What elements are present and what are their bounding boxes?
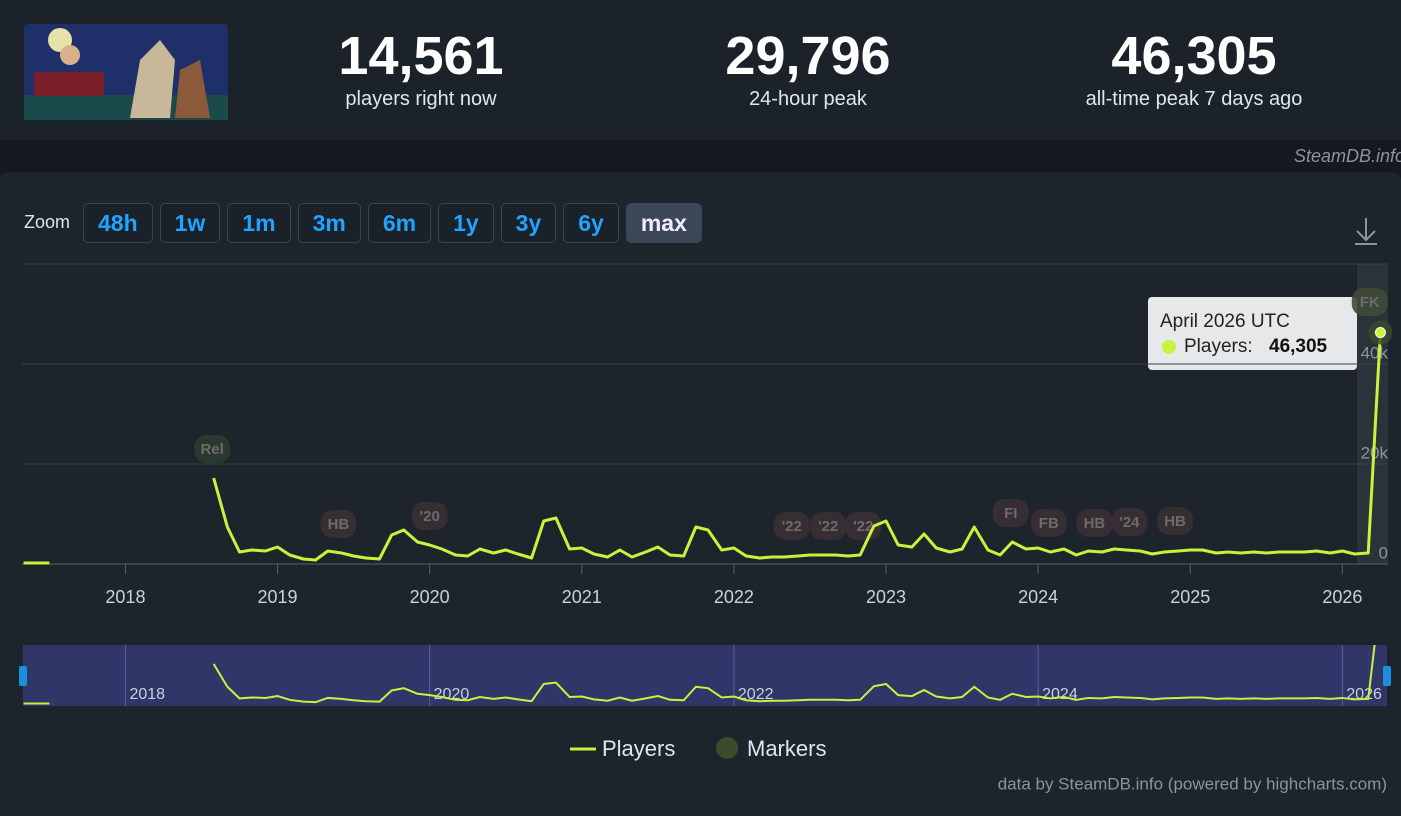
stat-label: 24-hour peak [749,88,867,110]
zoom-button[interactable]: 3y [500,203,557,243]
zoom-button[interactable]: 1w [159,203,221,243]
watermark: SteamDB.info [1293,146,1401,166]
stat: 29,796 24-hour peak [628,26,988,111]
zoom-button[interactable]: 6m [367,203,432,243]
zoom-button[interactable]: 1m [227,203,291,243]
zoom-button[interactable]: 3m [297,203,361,243]
stat: 14,561 players right now [241,26,601,111]
header: 14,561 players right now 29,796 24-hour pe… [0,0,1401,140]
zoom-button[interactable]: 48h [83,203,153,243]
stat-label: players right now [345,88,497,110]
zoom-button[interactable]: 6y [563,203,619,243]
zoom-buttons: 48h 1w 1m 3m 6m 1y 3y 6y max [83,203,702,243]
stat: 46,305 all-time peak 7 days ago [1014,26,1374,111]
stat-value: 46,305 [1111,26,1277,86]
stat-label: all-time peak 7 days ago [1085,88,1303,110]
zoom-button[interactable]: 1y [438,203,494,243]
stat-value: 29,796 [725,26,891,86]
zoom-label: Zoom [24,212,71,232]
game-image [24,24,228,120]
stat-value: 14,561 [338,26,504,86]
chart-panel [0,172,1401,816]
zoom-button[interactable]: max [625,203,702,243]
